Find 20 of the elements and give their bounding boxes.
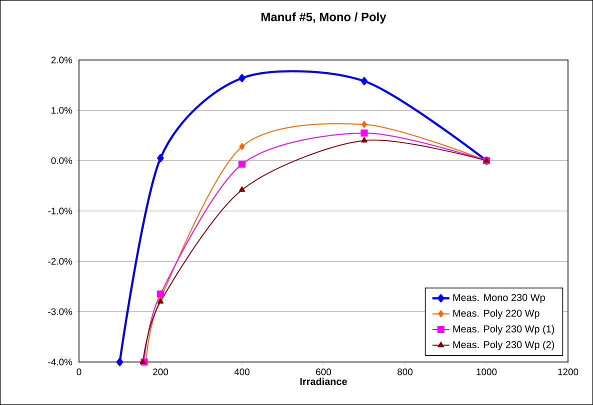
y-tick-label: -4.0% [48,358,72,366]
x-tick-label: 600 [316,368,332,376]
x-tick-label: 800 [398,368,413,376]
y-tick-label: 2.0% [51,56,72,64]
y-tick-label: 0.0% [51,157,72,164]
y-tick-label: -2.0% [48,258,72,265]
legend-label: Meas. Poly 230 Wp (1) [453,325,554,334]
y-tick-label: -1.0% [48,208,72,214]
legend-label: Meas. Poly 230 Wp (2) [453,340,554,350]
x-tick-label: 0 [76,368,82,376]
legend-label: Meas. Mono 230 Wp [453,294,545,304]
x-tick-label: 200 [153,368,168,376]
x-tick-label: 400 [234,368,250,376]
y-tick-label: -3.0% [48,308,72,316]
legend-label: Meas. Poly 220 Wp [453,309,540,319]
chart-title: Manuf #5, Mono / Poly [262,12,386,24]
x-tick-label: 1200 [558,368,578,376]
x-axis-title: Irradiance [300,378,347,386]
y-tick-label: 1.0% [52,106,72,114]
x-tick-label: 1000 [476,368,497,376]
